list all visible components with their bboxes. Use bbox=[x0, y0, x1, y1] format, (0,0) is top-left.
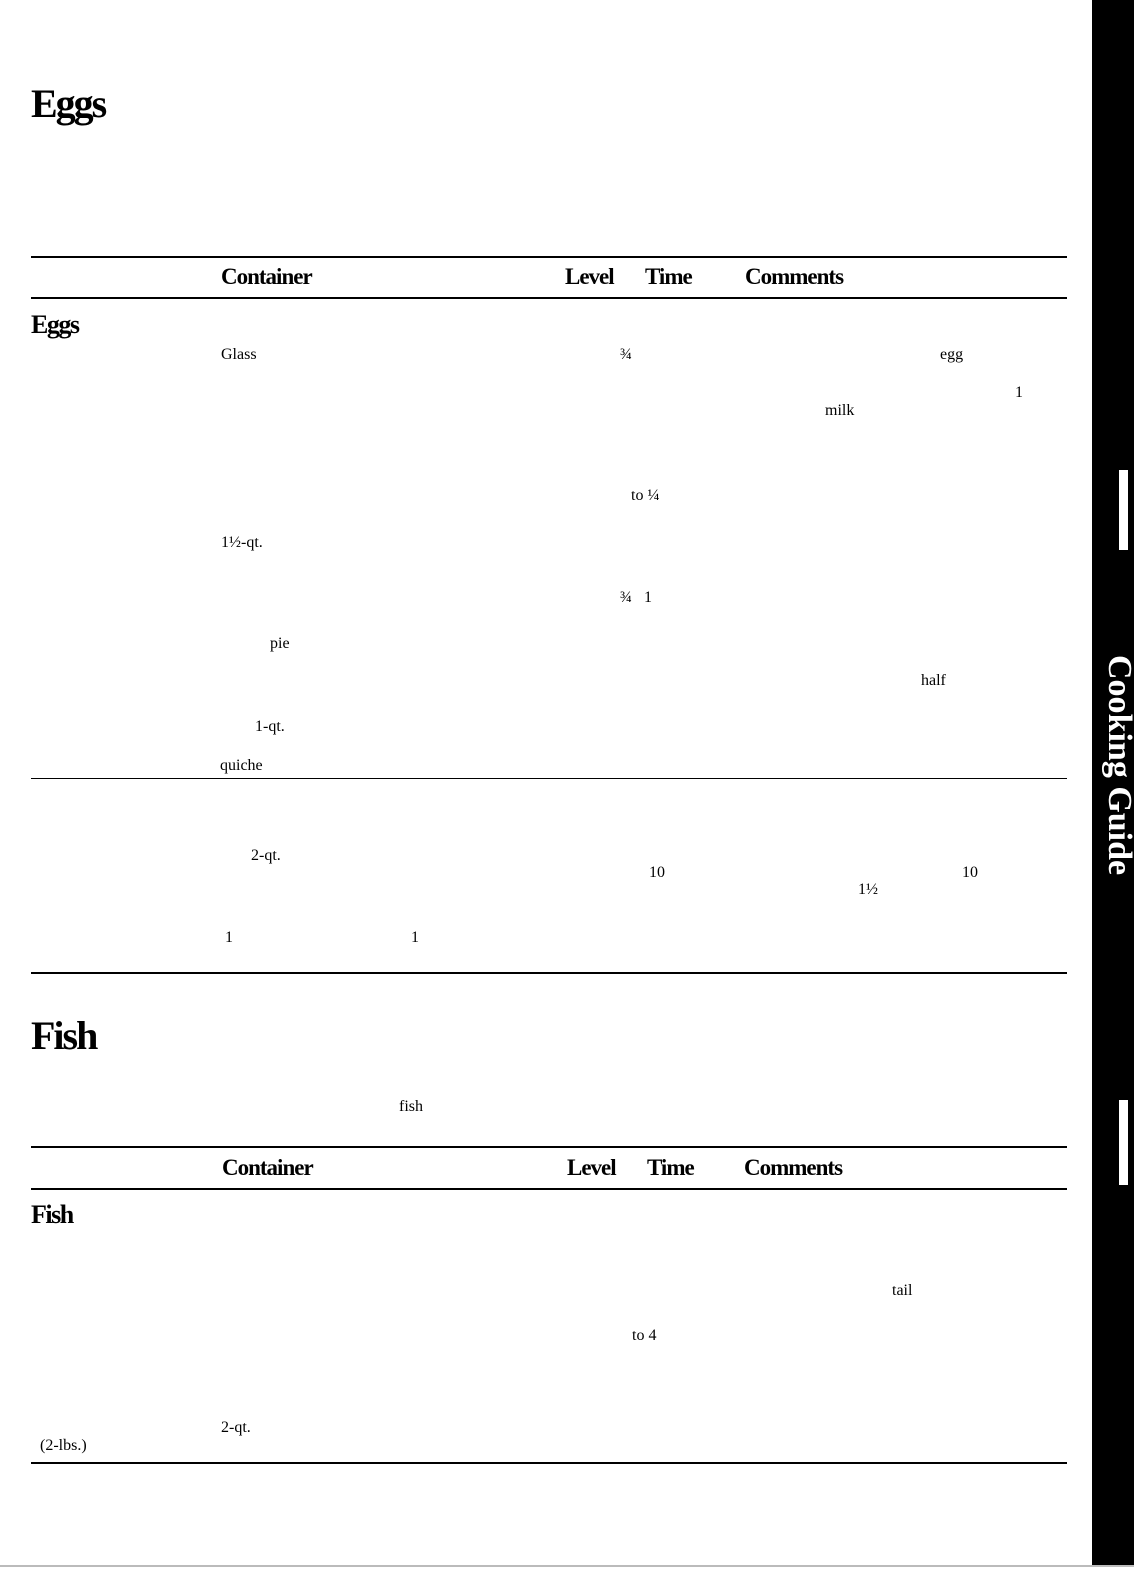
table-cell: (2-lbs.) bbox=[40, 1437, 87, 1454]
table-cell: 10 bbox=[962, 864, 978, 881]
table-cell: ¾ 1 bbox=[620, 589, 652, 606]
table-cell: to ¼ bbox=[631, 487, 660, 504]
table-cell: Glass bbox=[221, 346, 257, 363]
column-header-time: Time bbox=[645, 264, 693, 289]
side-tab-gap bbox=[1119, 470, 1128, 550]
header-bottom-rule bbox=[31, 297, 1067, 299]
table-cell: pie bbox=[270, 635, 290, 652]
page-bottom-edge bbox=[0, 1565, 1134, 1567]
eggs-group-title: Eggs bbox=[31, 310, 80, 339]
column-header-time: Time bbox=[647, 1155, 695, 1180]
table-cell: 1-qt. bbox=[255, 718, 285, 735]
table-cell: quiche bbox=[220, 757, 263, 774]
table-cell: 1½-qt. bbox=[221, 534, 263, 551]
intro-text: fish bbox=[399, 1098, 423, 1115]
table-cell: 1 bbox=[1015, 384, 1023, 401]
table-top-rule bbox=[31, 256, 1067, 258]
fish-section-title: Fish bbox=[31, 1013, 98, 1058]
side-tab bbox=[1092, 0, 1134, 1565]
table-cell: 1 bbox=[225, 929, 233, 946]
table-cell: half bbox=[921, 672, 946, 689]
table-cell: to 4 bbox=[632, 1327, 657, 1344]
table-bottom-rule bbox=[31, 972, 1067, 974]
table-cell: 1 bbox=[411, 929, 419, 946]
eggs-section-title: Eggs bbox=[31, 81, 107, 126]
table-cell: 1½ bbox=[858, 881, 878, 898]
table-cell: egg bbox=[940, 346, 964, 363]
table-cell: tail bbox=[892, 1282, 913, 1299]
header-bottom-rule bbox=[31, 1188, 1067, 1190]
table-top-rule bbox=[31, 1146, 1067, 1148]
side-tab-gap bbox=[1119, 1100, 1128, 1185]
fish-group-title: Fish bbox=[31, 1200, 74, 1229]
side-tab-label: Cooking Guide bbox=[1101, 655, 1134, 876]
column-header-comments: Comments bbox=[744, 1155, 843, 1180]
table-cell: ¾ bbox=[620, 346, 632, 363]
column-header-container: Container bbox=[222, 1155, 314, 1180]
column-header-level: Level bbox=[567, 1155, 617, 1180]
column-header-level: Level bbox=[565, 264, 615, 289]
table-cell: milk bbox=[825, 402, 855, 419]
table-cell: 10 bbox=[649, 864, 665, 881]
row-divider bbox=[31, 778, 1067, 779]
table-cell: 2-qt. bbox=[221, 1419, 251, 1436]
column-header-container: Container bbox=[221, 264, 313, 289]
table-cell: 2-qt. bbox=[251, 847, 281, 864]
table-bottom-rule bbox=[31, 1462, 1067, 1464]
column-header-comments: Comments bbox=[745, 264, 844, 289]
